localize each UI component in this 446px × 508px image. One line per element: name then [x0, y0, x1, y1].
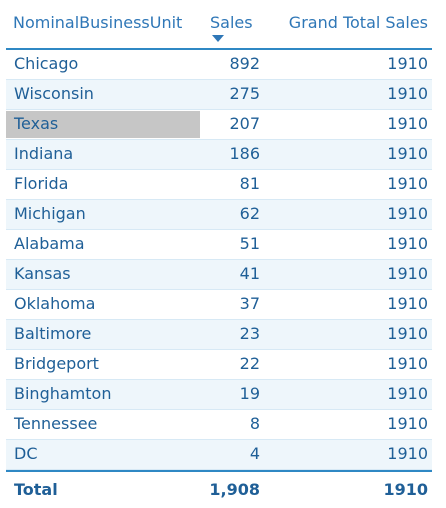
- table-row[interactable]: Michigan 62 1910: [6, 200, 432, 230]
- grand-total-sales-cell[interactable]: 1910: [387, 174, 428, 193]
- grand-total-sales-cell[interactable]: 1910: [387, 414, 428, 433]
- business-unit-cell[interactable]: Michigan: [14, 204, 86, 223]
- selected-cell-highlight: [6, 111, 200, 138]
- sales-cell[interactable]: 892: [229, 54, 260, 73]
- table-row[interactable]: Texas 207 1910: [6, 110, 432, 140]
- grand-total-sales-cell[interactable]: 1910: [387, 444, 428, 463]
- column-header-grand-total-sales[interactable]: Grand Total Sales: [288, 13, 428, 32]
- business-unit-cell[interactable]: Baltimore: [14, 324, 92, 343]
- sales-cell[interactable]: 51: [239, 234, 260, 253]
- grand-total-sales-cell[interactable]: 1910: [387, 354, 428, 373]
- table-row[interactable]: Florida 81 1910: [6, 170, 432, 200]
- table-row[interactable]: Kansas 41 1910: [6, 260, 432, 290]
- sales-cell[interactable]: 275: [229, 84, 260, 103]
- table-row[interactable]: Tennessee 8 1910: [6, 410, 432, 440]
- sales-cell[interactable]: 207: [229, 114, 260, 133]
- sales-cell[interactable]: 4: [249, 444, 260, 463]
- column-header-sales[interactable]: Sales: [210, 13, 253, 32]
- business-unit-cell[interactable]: Florida: [14, 174, 69, 193]
- table-row[interactable]: DC 4 1910: [6, 440, 432, 470]
- business-unit-cell[interactable]: Texas: [14, 114, 59, 133]
- total-sales: 1,908: [209, 480, 260, 499]
- grand-total-sales-cell[interactable]: 1910: [387, 204, 428, 223]
- table-row[interactable]: Indiana 186 1910: [6, 140, 432, 170]
- grand-total-sales-cell[interactable]: 1910: [387, 294, 428, 313]
- business-unit-cell[interactable]: Alabama: [14, 234, 85, 253]
- sort-descending-icon[interactable]: [212, 35, 224, 42]
- grand-total-sales-cell[interactable]: 1910: [387, 234, 428, 253]
- sales-cell[interactable]: 62: [239, 204, 260, 223]
- business-unit-cell[interactable]: Indiana: [14, 144, 74, 163]
- business-unit-cell[interactable]: DC: [14, 444, 38, 463]
- grand-total-sales-cell[interactable]: 1910: [387, 144, 428, 163]
- sales-cell[interactable]: 23: [239, 324, 260, 343]
- business-unit-cell[interactable]: Oklahoma: [14, 294, 96, 313]
- column-header-business-unit[interactable]: NominalBusinessUnit: [13, 13, 183, 32]
- business-unit-cell[interactable]: Tennessee: [14, 414, 98, 433]
- grand-total-sales-cell[interactable]: 1910: [387, 264, 428, 283]
- sales-cell[interactable]: 81: [239, 174, 260, 193]
- table-body: Chicago 892 1910 Wisconsin 275 1910 Texas 207 19…: [6, 50, 432, 470]
- sales-cell[interactable]: 8: [249, 414, 260, 433]
- business-unit-cell[interactable]: Chicago: [14, 54, 79, 73]
- table-row[interactable]: Chicago 892 1910: [6, 50, 432, 80]
- grand-total-sales-cell[interactable]: 1910: [387, 384, 428, 403]
- grand-total-sales-cell[interactable]: 1910: [387, 114, 428, 133]
- grand-total-sales-cell[interactable]: 1910: [387, 54, 428, 73]
- sales-cell[interactable]: 41: [239, 264, 260, 283]
- total-label: Total: [14, 480, 58, 499]
- table-row[interactable]: Baltimore 23 1910: [6, 320, 432, 350]
- total-row: Total 1,908 1910: [6, 470, 432, 508]
- table-row[interactable]: Wisconsin 275 1910: [6, 80, 432, 110]
- grand-total-sales-cell[interactable]: 1910: [387, 324, 428, 343]
- table-row[interactable]: Binghamton 19 1910: [6, 380, 432, 410]
- table-row[interactable]: Alabama 51 1910: [6, 230, 432, 260]
- grand-total-sales-cell[interactable]: 1910: [387, 84, 428, 103]
- sales-cell[interactable]: 22: [239, 354, 260, 373]
- sales-table: NominalBusinessUnit Sales Grand Total Sa…: [6, 0, 432, 508]
- total-grand-total-sales: 1910: [383, 480, 428, 499]
- sales-cell[interactable]: 186: [229, 144, 260, 163]
- table-header: NominalBusinessUnit Sales Grand Total Sa…: [6, 0, 432, 50]
- business-unit-cell[interactable]: Bridgeport: [14, 354, 99, 373]
- business-unit-cell[interactable]: Binghamton: [14, 384, 112, 403]
- business-unit-cell[interactable]: Kansas: [14, 264, 71, 283]
- table-row[interactable]: Bridgeport 22 1910: [6, 350, 432, 380]
- table-row[interactable]: Oklahoma 37 1910: [6, 290, 432, 320]
- sales-cell[interactable]: 37: [239, 294, 260, 313]
- sales-cell[interactable]: 19: [239, 384, 260, 403]
- business-unit-cell[interactable]: Wisconsin: [14, 84, 94, 103]
